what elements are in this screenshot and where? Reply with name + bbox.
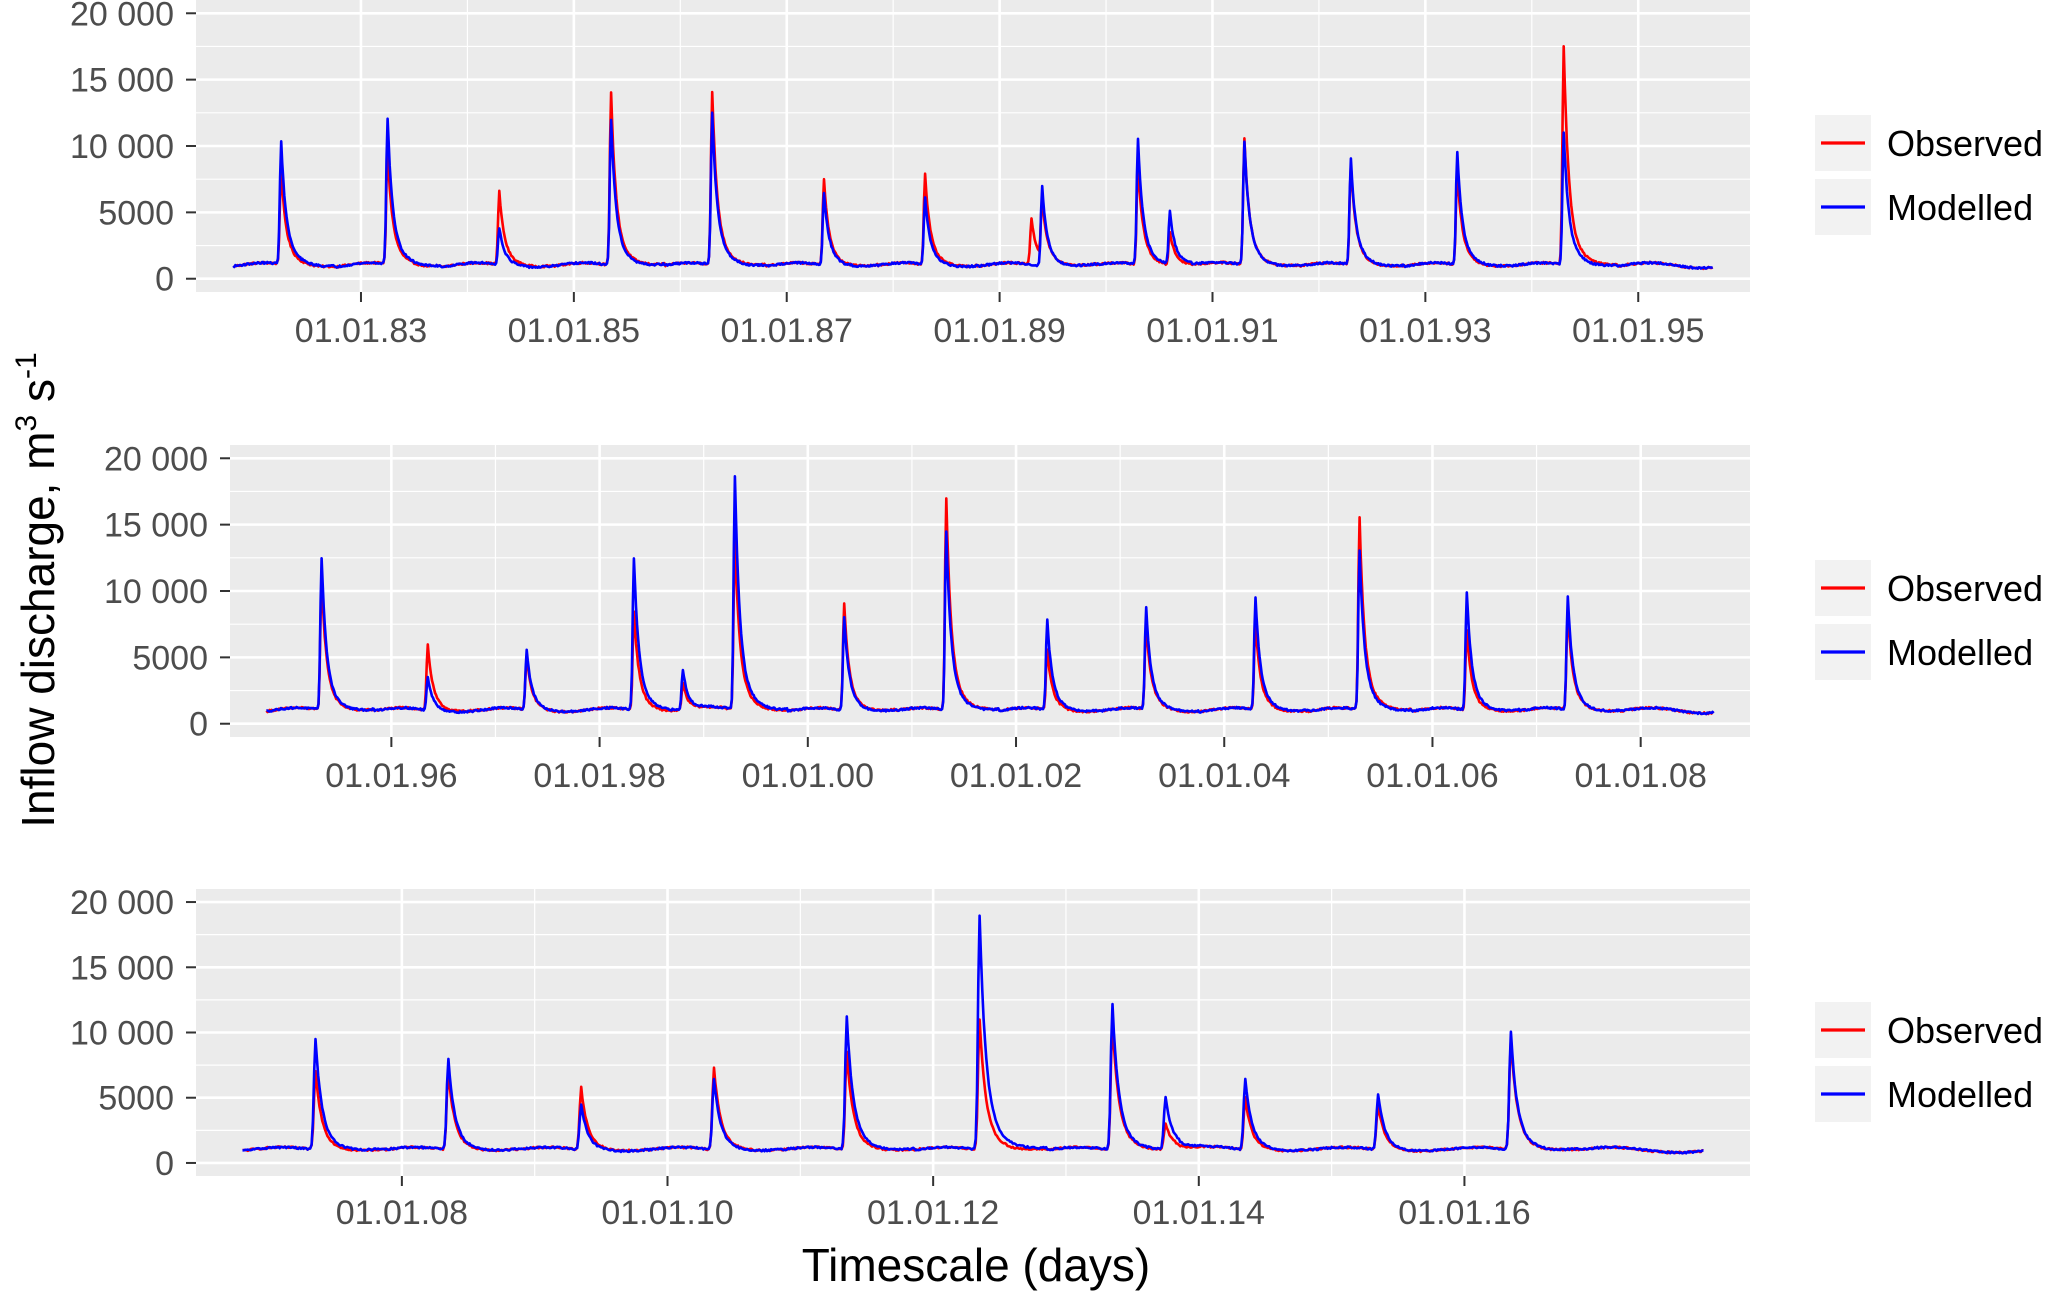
y-axis-title: Inflow discharge, m3 s-1 (10, 352, 64, 827)
legend: Observed Modelled (1815, 1002, 2043, 1122)
x-tick-label: 01.01.93 (1359, 312, 1491, 350)
legend: Observed Modelled (1815, 560, 2043, 680)
x-tick-label: 01.01.83 (295, 312, 427, 350)
x-tick-label: 01.01.04 (1158, 757, 1290, 795)
y-axis-title-sup-3: 3 (10, 415, 43, 432)
y-tick-label: 15 000 (104, 507, 208, 545)
x-tick-label: 01.01.85 (508, 312, 640, 350)
y-axis-title-main: Inflow discharge, m (12, 431, 64, 827)
x-tick-label: 01.01.00 (742, 757, 874, 795)
x-tick-label: 01.01.95 (1572, 312, 1704, 350)
series-line-modelled (266, 475, 1715, 716)
y-tick-label: 0 (155, 261, 174, 299)
grid-lines (196, 0, 1750, 292)
x-tick-label: 01.01.16 (1398, 1194, 1530, 1232)
x-tick-label: 01.01.08 (1575, 757, 1707, 795)
x-tick-label: 01.01.89 (933, 312, 1065, 350)
legend-label-observed: Observed (1887, 1010, 2043, 1051)
y-tick-label: 0 (155, 1145, 174, 1183)
y-tick-label: 0 (189, 706, 208, 744)
x-tick-label: 01.01.98 (533, 757, 665, 795)
y-axis: 0 5000 10 000 15 000 20 000 (70, 884, 196, 1183)
x-tick-label: 01.01.10 (601, 1194, 733, 1232)
x-axis: 01.01.96 01.01.98 01.01.00 01.01.02 01.01.04… (325, 737, 1707, 795)
legend: Observed Modelled (1815, 115, 2043, 235)
panel-1983-1995: 0 5000 10 000 15 000 20 000 01.01.83 01.01.85… (70, 0, 2043, 350)
x-tick-label: 01.01.96 (325, 757, 457, 795)
x-tick-label: 01.01.12 (867, 1194, 999, 1232)
y-tick-label: 5000 (132, 639, 208, 677)
x-tick-label: 01.01.06 (1366, 757, 1498, 795)
legend-label-observed: Observed (1887, 123, 2043, 164)
y-tick-label: 15 000 (70, 62, 174, 100)
y-axis: 0 5000 10 000 15 000 20 000 (70, 0, 196, 299)
legend-label-observed: Observed (1887, 568, 2043, 609)
y-tick-label: 10 000 (70, 1015, 174, 1053)
y-tick-label: 20 000 (104, 440, 208, 478)
x-axis: 01.01.83 01.01.85 01.01.87 01.01.89 01.01.91… (295, 292, 1704, 350)
x-tick-label: 01.01.14 (1133, 1194, 1265, 1232)
grid-lines (230, 445, 1750, 737)
legend-label-modelled: Modelled (1887, 187, 2033, 228)
y-tick-label: 20 000 (70, 0, 174, 33)
x-axis: 01.01.08 01.01.10 01.01.12 01.01.14 01.01.16 (336, 1176, 1531, 1232)
x-tick-label: 01.01.08 (336, 1194, 468, 1232)
y-axis: 0 5000 10 000 15 000 20 000 (104, 440, 230, 744)
y-tick-label: 5000 (98, 1080, 174, 1118)
panel-1996-2008: 0 5000 10 000 15 000 20 000 01.01.96 01.01.98… (104, 440, 2043, 795)
x-axis-title: Timescale (days) (802, 1239, 1150, 1291)
y-tick-label: 10 000 (70, 128, 174, 166)
x-tick-label: 01.01.02 (950, 757, 1082, 795)
y-axis-title-sup-minus1: -1 (10, 352, 43, 379)
legend-label-modelled: Modelled (1887, 1074, 2033, 1115)
series-lines (265, 475, 1715, 716)
grid-lines (196, 889, 1750, 1176)
y-tick-label: 15 000 (70, 949, 174, 987)
series-line-modelled (232, 111, 1714, 270)
y-tick-label: 5000 (98, 194, 174, 232)
x-tick-label: 01.01.91 (1146, 312, 1278, 350)
series-lines (242, 914, 1704, 1155)
series-line-modelled (242, 914, 1704, 1155)
x-tick-label: 01.01.87 (721, 312, 853, 350)
series-lines (232, 45, 1714, 271)
y-axis-title-s: s (12, 379, 64, 415)
y-tick-label: 10 000 (104, 573, 208, 611)
legend-label-modelled: Modelled (1887, 632, 2033, 673)
panel-2008-2017: 0 5000 10 000 15 000 20 000 01.01.08 01.01.10… (70, 884, 2043, 1232)
y-tick-label: 20 000 (70, 884, 174, 922)
